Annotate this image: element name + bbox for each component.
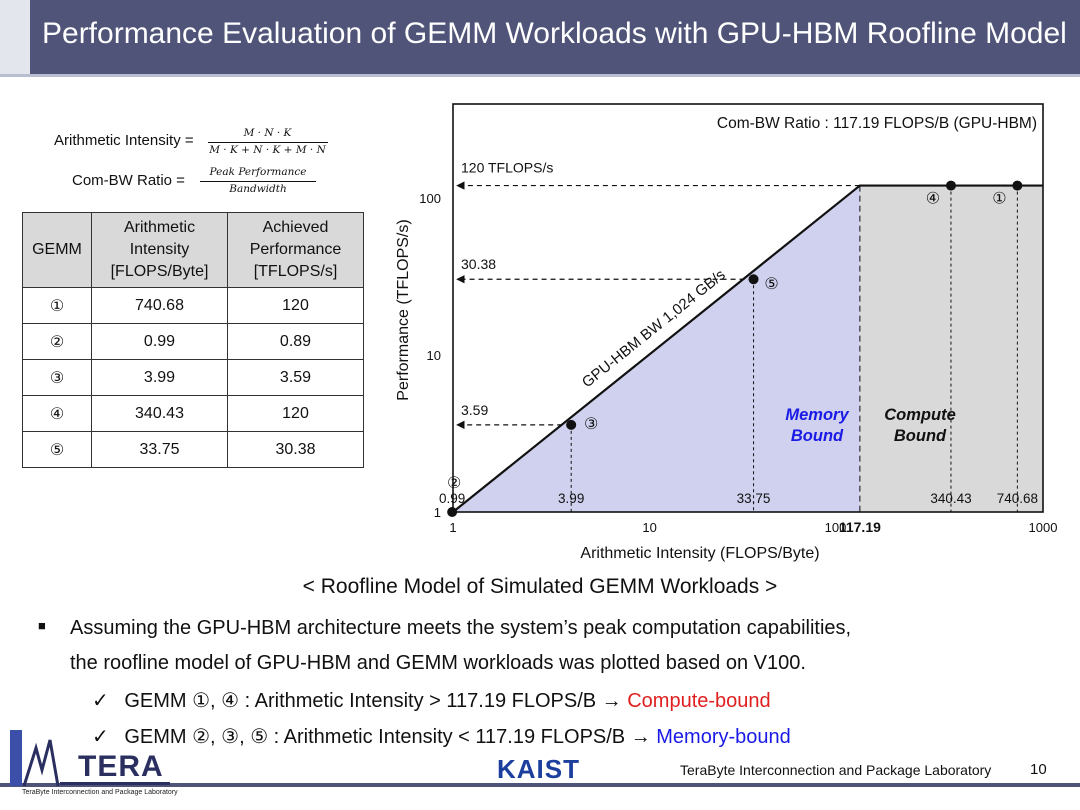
page-number: 10 [1030, 761, 1047, 778]
checkmark-icon: ✓ [92, 726, 109, 748]
table-row: ③ 3.99 3.59 [22, 359, 364, 396]
data-point [447, 507, 458, 517]
checkmark-icon: ✓ [92, 690, 109, 712]
table-header-cell: Arithmetic Intensity [FLOPS/Byte] [91, 212, 228, 288]
ai-formula-label: Arithmetic Intensity = [54, 132, 194, 149]
table-header-cell: Achieved Performance [TFLOPS/s] [227, 212, 364, 288]
y-tick-label: 100 [419, 191, 441, 206]
table-cell: ⑤ [22, 431, 92, 468]
footer-rule [0, 783, 1080, 787]
title-accent [0, 0, 30, 74]
compute-bound-result: Compute-bound [627, 690, 771, 712]
memory-bound-label: Memory [785, 406, 849, 424]
point-id-label: ⑤ [764, 276, 778, 293]
tera-logo-icon [10, 730, 170, 787]
point-id-label: ④ [926, 191, 940, 208]
point-id-label: ③ [584, 416, 598, 433]
ai-formula-numerator: M · N · K [243, 127, 292, 139]
check-item-compute: ✓ GEMM ①, ④ : Arithmetic Intensity > 117… [92, 688, 771, 713]
com-bw-ratio-label: Com-BW Ratio : 117.19 FLOPS/B (GPU-HBM) [717, 115, 1037, 132]
point-id-label: ① [992, 191, 1006, 208]
roof-label: 120 TFLOPS/s [461, 160, 553, 176]
compute-bound-label: Compute [884, 406, 956, 424]
compute-bound-label: Bound [894, 427, 947, 445]
point-y-label: 3.59 [461, 402, 488, 418]
table-cell: 0.99 [91, 323, 228, 360]
bullet-square-icon: ■ [38, 618, 46, 633]
gemm-table: GEMM Arithmetic Intensity [FLOPS/Byte] Ach… [22, 212, 364, 468]
x-tick-label: 1000 [1029, 520, 1058, 535]
ai-formula-bar [208, 142, 328, 143]
x-tick-label: 1 [449, 520, 456, 535]
table-cell: 3.59 [227, 359, 364, 396]
table-row: ④ 340.43 120 [22, 395, 364, 432]
roofline-curve [452, 184, 1043, 513]
y-axis-label: Performance (TFLOPS/s) [395, 219, 412, 400]
point-x-label: 340.43 [930, 491, 971, 506]
title-bar: Performance Evaluation of GEMM Workloads… [0, 0, 1080, 74]
cbr-formula-numerator: Peak Performance [209, 166, 307, 178]
figure-caption: < Roofline Model of Simulated GEMM Workl… [302, 575, 778, 598]
table-cell: 30.38 [227, 431, 364, 468]
point-x-label: 3.99 [558, 491, 584, 506]
data-points [447, 180, 1023, 517]
point-x-label: 33.75 [737, 491, 771, 506]
x-axis-label: Arithmetic Intensity (FLOPS/Byte) [580, 545, 819, 562]
kaist-logo: KAIST [497, 754, 580, 784]
point-x-label: 0.99 [439, 491, 465, 506]
table-cell: 0.89 [227, 323, 364, 360]
table-cell: 33.75 [91, 431, 228, 468]
check-item-text: GEMM ②, ③, ⑤ : Arithmetic Intensity < 11… [124, 726, 651, 748]
cbr-formula-label: Com-BW Ratio = [72, 172, 185, 189]
point-x-label: 740.68 [997, 491, 1038, 506]
ridge-tick-label: 117.19 [839, 519, 881, 535]
data-point [1012, 180, 1023, 191]
cbr-formula-bar [200, 181, 316, 182]
point-y-label: 30.38 [461, 256, 496, 272]
memory-bound-label: Bound [791, 427, 844, 445]
title-underline [0, 74, 1080, 77]
memory-bound-result: Memory-bound [656, 726, 791, 748]
bullet-text-line1: Assuming the GPU-HBM architecture meets … [70, 617, 852, 639]
roofline-chart: 1 10 100 1000 117.19 1 10 100 Arithmetic Intensi… [395, 103, 1058, 562]
x-tick-label: 10 [642, 520, 656, 535]
bullet-text-line2: the roofline model of GPU-HBM and GEMM w… [70, 652, 806, 674]
data-point [945, 180, 956, 191]
x-tick-label: 100 [825, 520, 847, 535]
ai-formula-denominator: M · K + N · K + M · N [209, 144, 326, 156]
point-id-label: ② [447, 475, 461, 492]
tera-logo-text: TERA [78, 750, 164, 783]
table-row: ① 740.68 120 [22, 287, 364, 324]
table-cell: ③ [22, 359, 92, 396]
plot-frame [452, 103, 1044, 513]
table-cell: 3.99 [91, 359, 228, 396]
table-cell: 120 [227, 287, 364, 324]
table-row: ⑤ 33.75 30.38 [22, 431, 364, 468]
table-row: ② 0.99 0.89 [22, 323, 364, 360]
table-cell: ① [22, 287, 92, 324]
y-tick-label: 10 [427, 348, 441, 363]
lab-name: TeraByte Interconnection and Package Lab… [680, 762, 992, 778]
tera-logo-subtitle: TeraByte Interconnection and Package Lab… [22, 789, 178, 796]
y-tick-label: 1 [434, 505, 441, 520]
check-item-text: GEMM ①, ④ : Arithmetic Intensity > 117.1… [124, 690, 622, 712]
table-cell: 340.43 [91, 395, 228, 432]
guide-lines [456, 181, 1018, 512]
data-point [748, 274, 759, 285]
table-cell: 120 [227, 395, 364, 432]
slide-title: Performance Evaluation of GEMM Workloads… [42, 17, 1067, 50]
table-header-row: GEMM Arithmetic Intensity [FLOPS/Byte] Ach… [22, 212, 364, 288]
cbr-formula-denominator: Bandwidth [229, 183, 287, 195]
data-point [566, 419, 577, 430]
table-header-cell: GEMM [22, 212, 92, 288]
check-item-memory: ✓ GEMM ②, ③, ⑤ : Arithmetic Intensity < … [92, 724, 791, 749]
